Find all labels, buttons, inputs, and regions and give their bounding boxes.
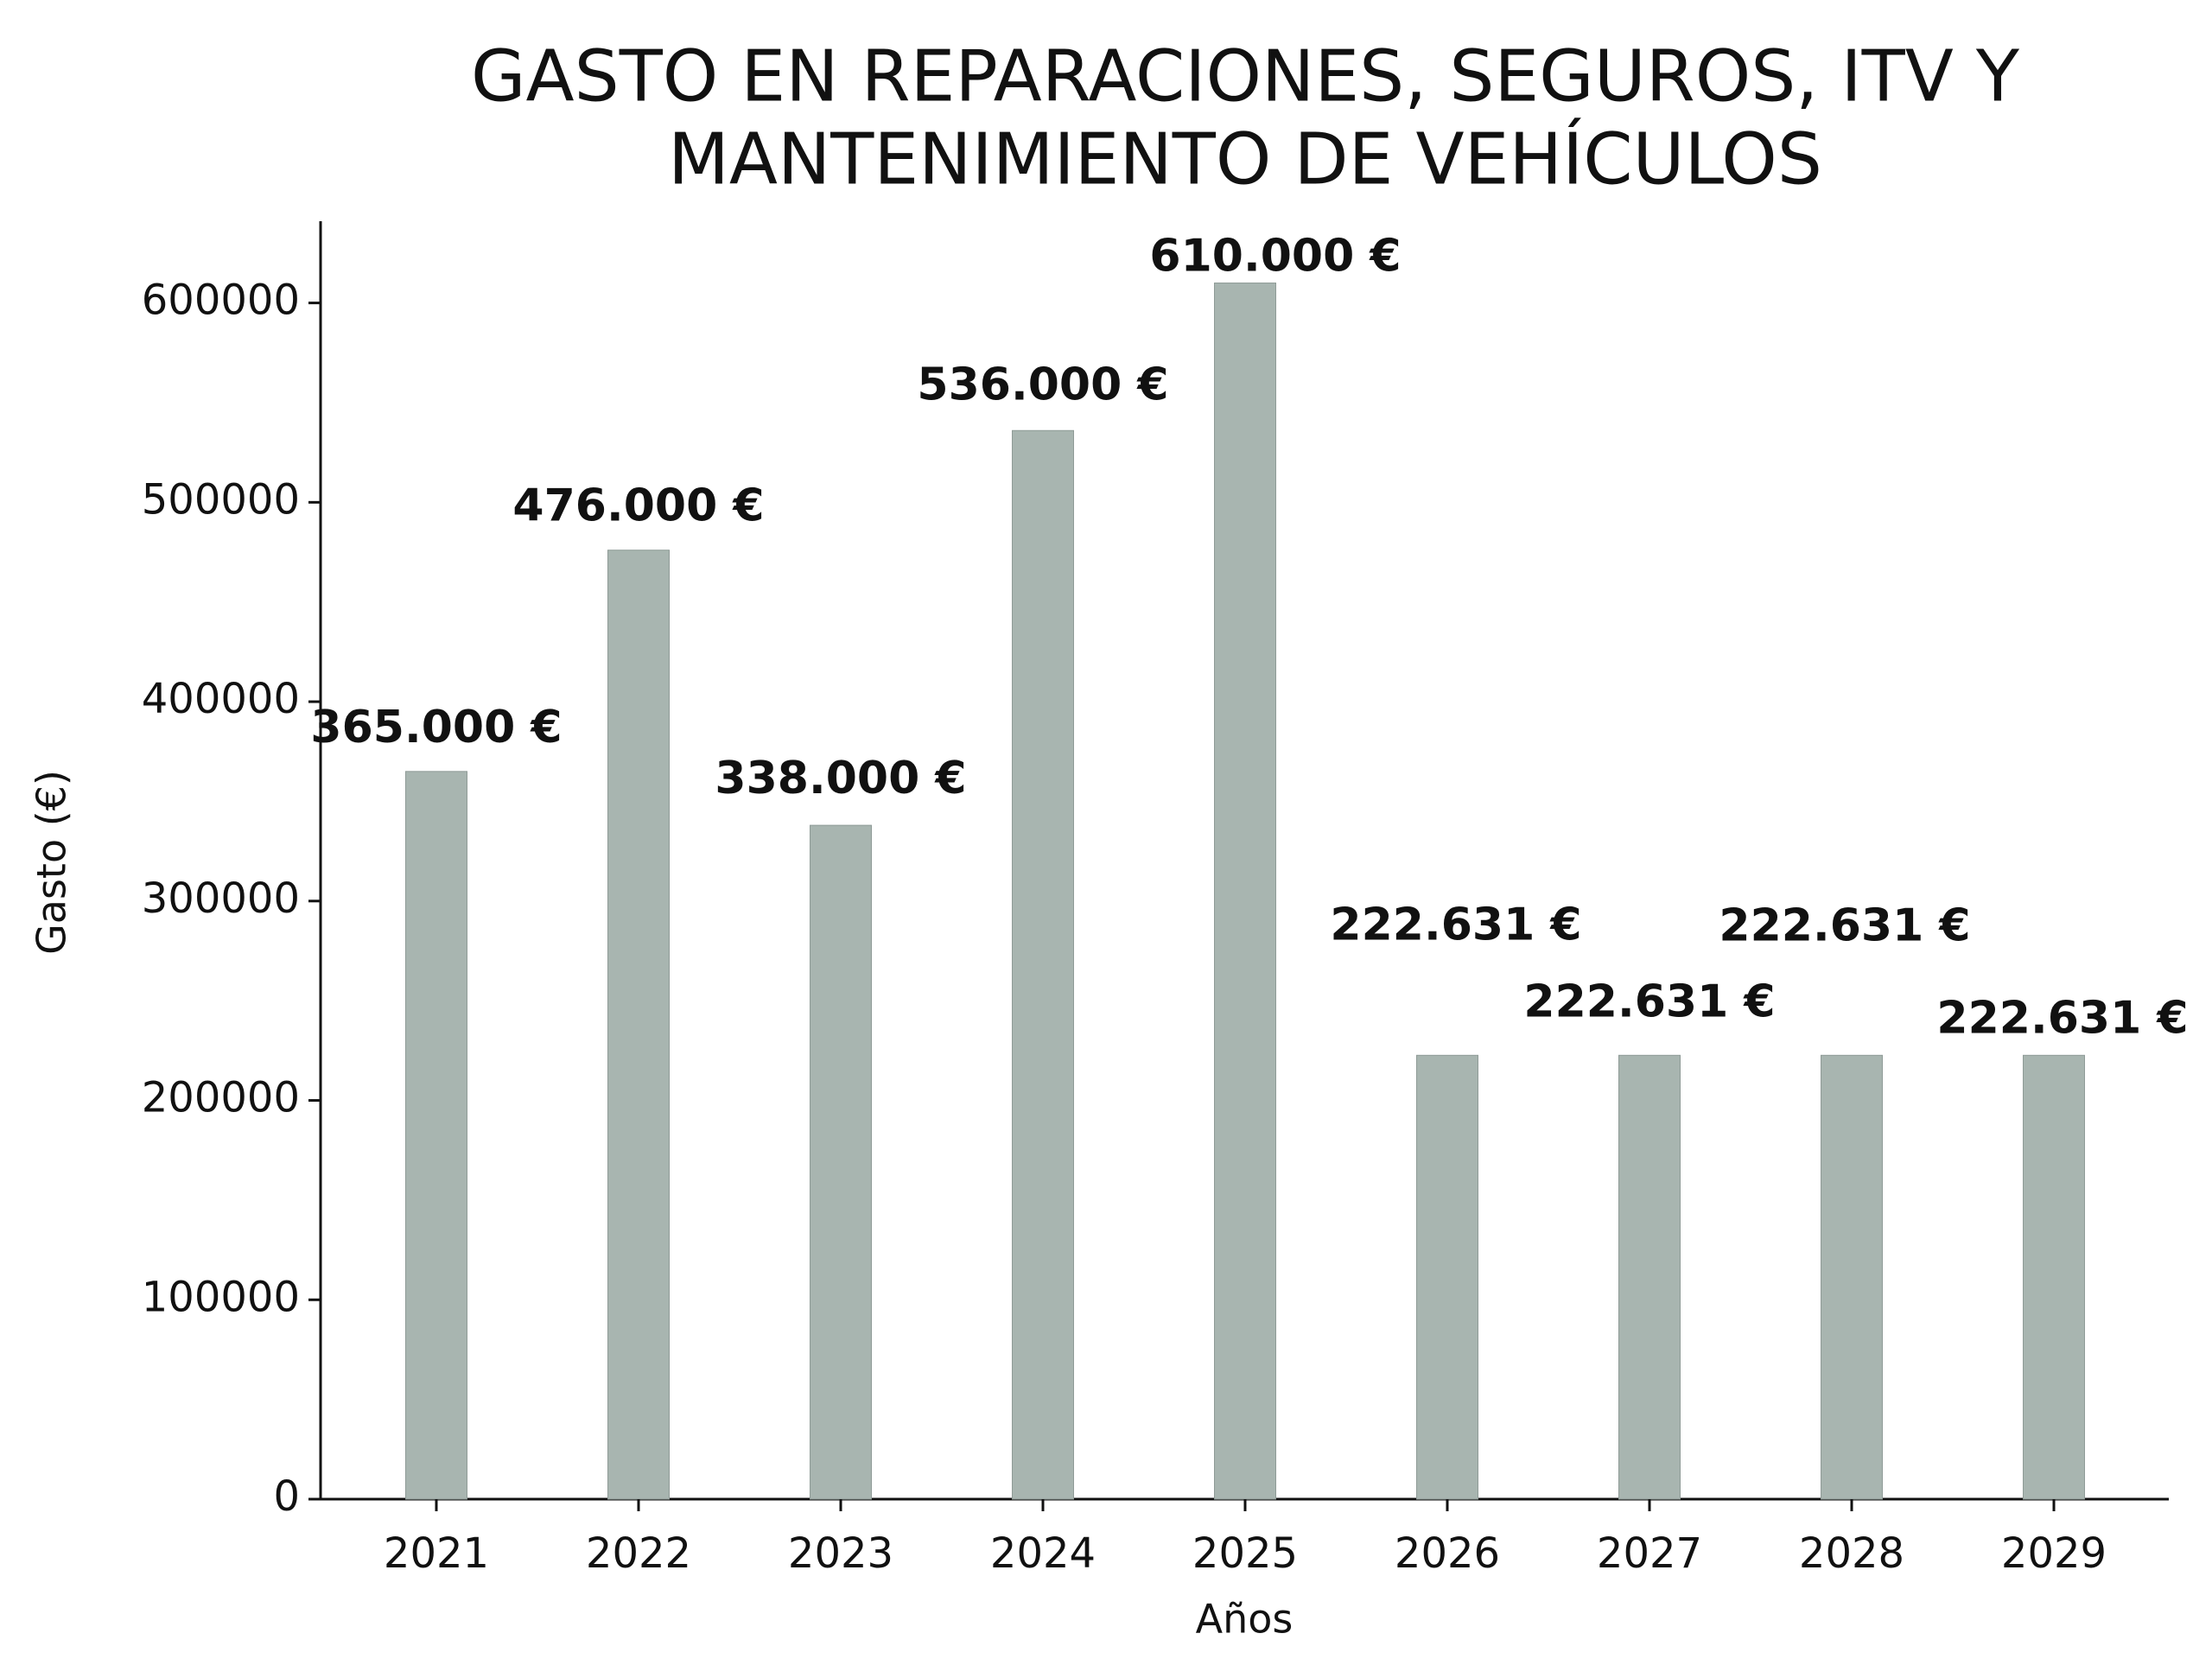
x-tick-label: 2025 xyxy=(1192,1529,1298,1578)
x-tick-label: 2027 xyxy=(1597,1529,1702,1578)
y-tick-label: 0 xyxy=(273,1472,300,1521)
x-tick-label: 2026 xyxy=(1395,1529,1500,1578)
data-label: 222.631 € xyxy=(1523,976,1775,1027)
bar xyxy=(1416,1054,1478,1500)
chart-title: GASTO EN REPARACIONES, SEGUROS, ITV Y xyxy=(471,35,2020,118)
bar xyxy=(405,771,467,1500)
bar xyxy=(810,824,872,1500)
bar xyxy=(2023,1054,2085,1500)
data-label: 222.631 € xyxy=(1719,899,1970,951)
y-tick-label: 100000 xyxy=(142,1273,300,1321)
y-tick-label: 200000 xyxy=(142,1074,300,1122)
bar xyxy=(1012,429,1074,1500)
y-tick-label: 600000 xyxy=(142,276,300,325)
data-label: 610.000 € xyxy=(1149,231,1401,283)
x-tick-label: 2028 xyxy=(1799,1529,1904,1578)
y-tick-label: 500000 xyxy=(142,475,300,524)
data-label: 365.000 € xyxy=(310,702,562,753)
bar xyxy=(1214,283,1276,1500)
x-axis-label: Años xyxy=(1196,1596,1294,1643)
data-label: 222.631 € xyxy=(1330,899,1581,950)
bar xyxy=(607,550,670,1500)
x-tick-label: 2023 xyxy=(788,1529,893,1578)
x-tick-label: 2022 xyxy=(586,1529,691,1578)
chart-title: MANTENIMIENTO DE VEHÍCULOS xyxy=(668,118,1822,200)
y-tick-label: 400000 xyxy=(142,675,300,723)
y-tick-label: 300000 xyxy=(142,874,300,923)
bar xyxy=(1821,1054,1883,1500)
x-tick-label: 2024 xyxy=(990,1529,1096,1578)
bar xyxy=(1618,1054,1681,1500)
data-label: 476.000 € xyxy=(512,480,764,532)
y-axis-label: Gasto (€) xyxy=(29,770,75,955)
data-label: 222.631 € xyxy=(1936,992,2188,1044)
x-tick-label: 2029 xyxy=(2001,1529,2107,1578)
data-label: 536.000 € xyxy=(917,359,1168,410)
x-tick-label: 2021 xyxy=(384,1529,489,1578)
data-label: 338.000 € xyxy=(715,753,966,804)
